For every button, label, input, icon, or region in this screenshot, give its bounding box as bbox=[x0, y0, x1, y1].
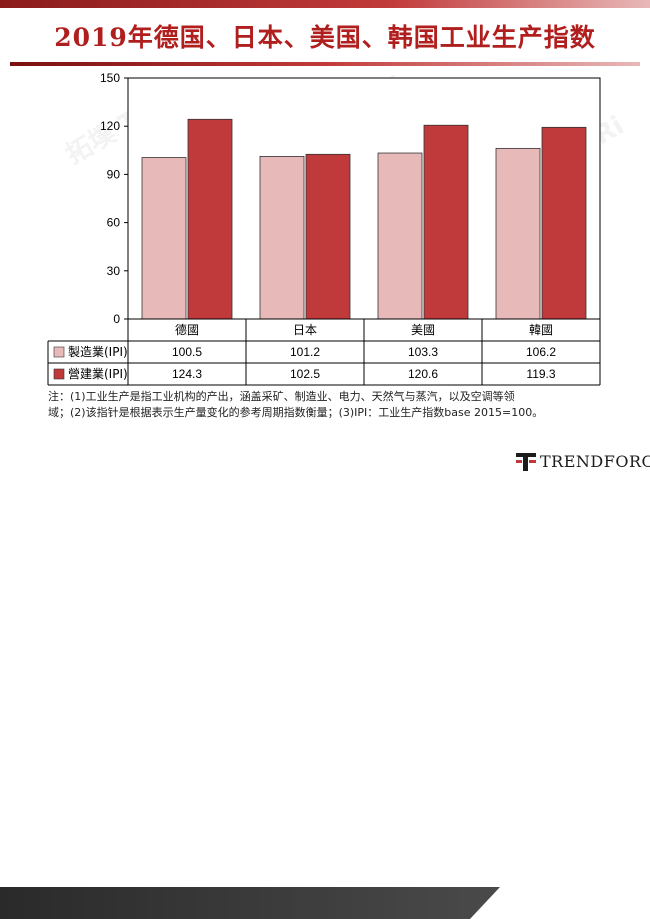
category-label: 美國 bbox=[411, 323, 435, 337]
title-underline bbox=[10, 62, 640, 66]
bar-manufacturing bbox=[495, 147, 541, 320]
category-label: 德國 bbox=[175, 322, 199, 337]
category-label: 日本 bbox=[293, 323, 317, 337]
footer-band bbox=[0, 887, 500, 919]
bar-construction bbox=[187, 118, 233, 320]
legend-label: 營建業(IPI) bbox=[68, 367, 128, 381]
title-bar: 2019年德国、日本、美国、韩国工业生产指数 bbox=[0, 0, 650, 66]
trendforce-logo-text: TRENDFORCE bbox=[540, 452, 650, 471]
bar-construction bbox=[541, 126, 587, 320]
data-value-label: 120.6 bbox=[408, 367, 438, 381]
data-value-label: 106.2 bbox=[526, 345, 556, 359]
data-value-label: 100.5 bbox=[172, 345, 202, 359]
footnote: 注：(1)工业生产是指工业机构的产出，涵盖采矿、制造业、电力、天然气与蒸汽，以及… bbox=[48, 389, 633, 421]
y-tick-label: 30 bbox=[107, 264, 121, 278]
legend-swatch bbox=[53, 346, 65, 358]
bar-construction bbox=[423, 124, 469, 320]
copyright-text: 版權所有．翻印必究 bbox=[14, 455, 132, 469]
bar-manufacturing bbox=[377, 152, 423, 320]
trendforce-logo-icon bbox=[516, 453, 536, 471]
bar-manufacturing bbox=[141, 157, 187, 320]
title-stripe bbox=[0, 0, 650, 8]
y-tick-label: 60 bbox=[107, 216, 121, 230]
footnote-line-2: 域；(2)该指针是根据表示生产量变化的参考周期指数衡量；(3)IPI：工业生产指… bbox=[48, 406, 544, 419]
data-value-label: 103.3 bbox=[408, 345, 438, 359]
bar-manufacturing bbox=[259, 156, 305, 320]
y-tick-label: 120 bbox=[100, 119, 120, 133]
data-value-label: 124.3 bbox=[172, 367, 202, 381]
y-tick-label: 150 bbox=[100, 71, 120, 85]
footnote-line-1: 注：(1)工业生产是指工业机构的产出，涵盖采矿、制造业、电力、天然气与蒸汽，以及… bbox=[48, 390, 515, 403]
source-text: Source：OECD；拓墣产业研究院整理，2020/06 bbox=[200, 456, 470, 470]
y-tick-label: 0 bbox=[113, 312, 120, 326]
data-value-label: 119.3 bbox=[526, 367, 555, 381]
legend-label: 製造業(IPI) bbox=[68, 345, 128, 359]
legend-swatch bbox=[53, 368, 65, 380]
chart-title: 2019年德国、日本、美国、韩国工业生产指数 bbox=[54, 23, 596, 52]
data-value-label: 101.2 bbox=[290, 345, 320, 359]
category-label: 韓國 bbox=[529, 323, 553, 337]
bar-construction bbox=[305, 153, 351, 320]
y-tick-label: 90 bbox=[107, 167, 121, 181]
data-value-label: 102.5 bbox=[290, 367, 320, 381]
